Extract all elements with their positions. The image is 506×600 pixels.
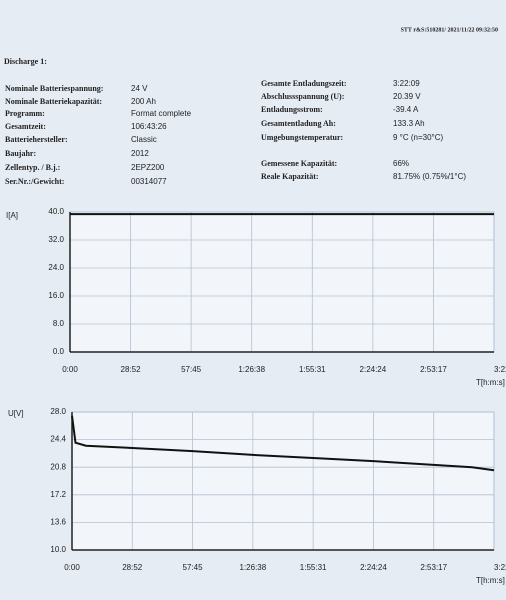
plot-area: [69, 211, 495, 353]
info-label: Zellentyp. / B.j.:: [5, 163, 60, 172]
x-tick-label: 1:55:31: [300, 563, 327, 572]
y-tick-label: 10.0: [50, 545, 66, 554]
y-tick-label: 13.6: [50, 518, 66, 527]
x-tick-label: 1:26:38: [238, 365, 265, 374]
info-value: Format complete: [131, 109, 192, 118]
y-axis-label: I[A]: [6, 211, 18, 220]
info-value: -39.4 A: [393, 105, 419, 114]
y-tick-label: 17.2: [50, 490, 66, 499]
info-value: 20.39 V: [393, 92, 421, 101]
info-label: Abschlussspannung (U):: [261, 92, 344, 101]
info-value: 2EPZ200: [131, 163, 165, 172]
x-tick-label: 0:00: [62, 365, 78, 374]
info-value: 106:43:26: [131, 122, 167, 131]
x-tick-label: 3:22:09: [494, 563, 506, 572]
info-label: Entladungsstrom:: [261, 105, 323, 114]
info-value: 2012: [131, 149, 149, 158]
info-label: Gesamtzeit:: [5, 122, 46, 131]
x-tick-label: 0:00: [64, 563, 80, 572]
x-tick-label: 2:24:24: [360, 563, 387, 572]
plot-area: [71, 411, 495, 551]
info-value: 00314077: [131, 177, 167, 186]
x-tick-label: 1:55:31: [299, 365, 326, 374]
info-value: 133.3 Ah: [393, 119, 425, 128]
info-value: 66%: [393, 159, 409, 168]
y-tick-label: 8.0: [53, 319, 65, 328]
info-label: Programm:: [5, 109, 45, 118]
info-value: 81.75% (0.75%/1°C): [393, 172, 466, 181]
x-tick-label: 1:26:38: [240, 563, 267, 572]
x-tick-label: 28:52: [121, 365, 142, 374]
x-tick-label: 2:24:24: [360, 365, 387, 374]
data-line: [71, 415, 495, 472]
y-tick-label: 16.0: [48, 291, 64, 300]
info-label: Nominale Batteriespannung:: [5, 84, 103, 93]
header: STT r&S:510281/ 2021/11/22 09:32:50: [401, 27, 498, 33]
info-value: Classic: [131, 135, 157, 144]
info-value: 9 °C (n=30°C): [393, 133, 444, 142]
y-tick-label: 0.0: [53, 347, 65, 356]
info-label: Baujahr:: [5, 149, 36, 158]
info-label: Gesamtentladung Ah:: [261, 119, 336, 128]
y-tick-label: 32.0: [48, 235, 64, 244]
x-tick-label: 28:52: [122, 563, 143, 572]
info-label: Umgebungstemperatur:: [261, 133, 343, 142]
section-title: Discharge 1:: [4, 57, 47, 66]
info-label: Nominale Batteriekapazität:: [5, 97, 102, 106]
y-tick-label: 20.8: [50, 462, 66, 471]
y-tick-label: 24.4: [50, 435, 66, 444]
info-label: Ser.Nr.:/Gewicht:: [5, 177, 64, 186]
x-tick-label: 57:45: [181, 365, 202, 374]
info-label: Batteriehersteller:: [5, 135, 68, 144]
x-tick-label: 2:53:17: [420, 563, 447, 572]
x-axis-label: T[h:m:s]: [476, 576, 505, 585]
info-value: 24 V: [131, 84, 148, 93]
info-value: 200 Ah: [131, 97, 156, 106]
info-label: Gesamte Entladungszeit:: [261, 79, 347, 88]
x-tick-label: 2:53:17: [420, 365, 447, 374]
x-tick-label: 3:22:09: [494, 365, 506, 374]
info-label: Reale Kapazität:: [261, 172, 319, 181]
x-axis-label: T[h:m:s]: [476, 378, 505, 387]
x-tick-label: 57:45: [183, 563, 204, 572]
y-tick-label: 40.0: [48, 207, 64, 216]
info-value: 3:22:09: [393, 79, 420, 88]
y-tick-label: 28.0: [50, 407, 66, 416]
y-axis-label: U[V]: [8, 409, 24, 418]
info-label: Gemessene Kapazität:: [261, 159, 337, 168]
y-tick-label: 24.0: [48, 263, 64, 272]
